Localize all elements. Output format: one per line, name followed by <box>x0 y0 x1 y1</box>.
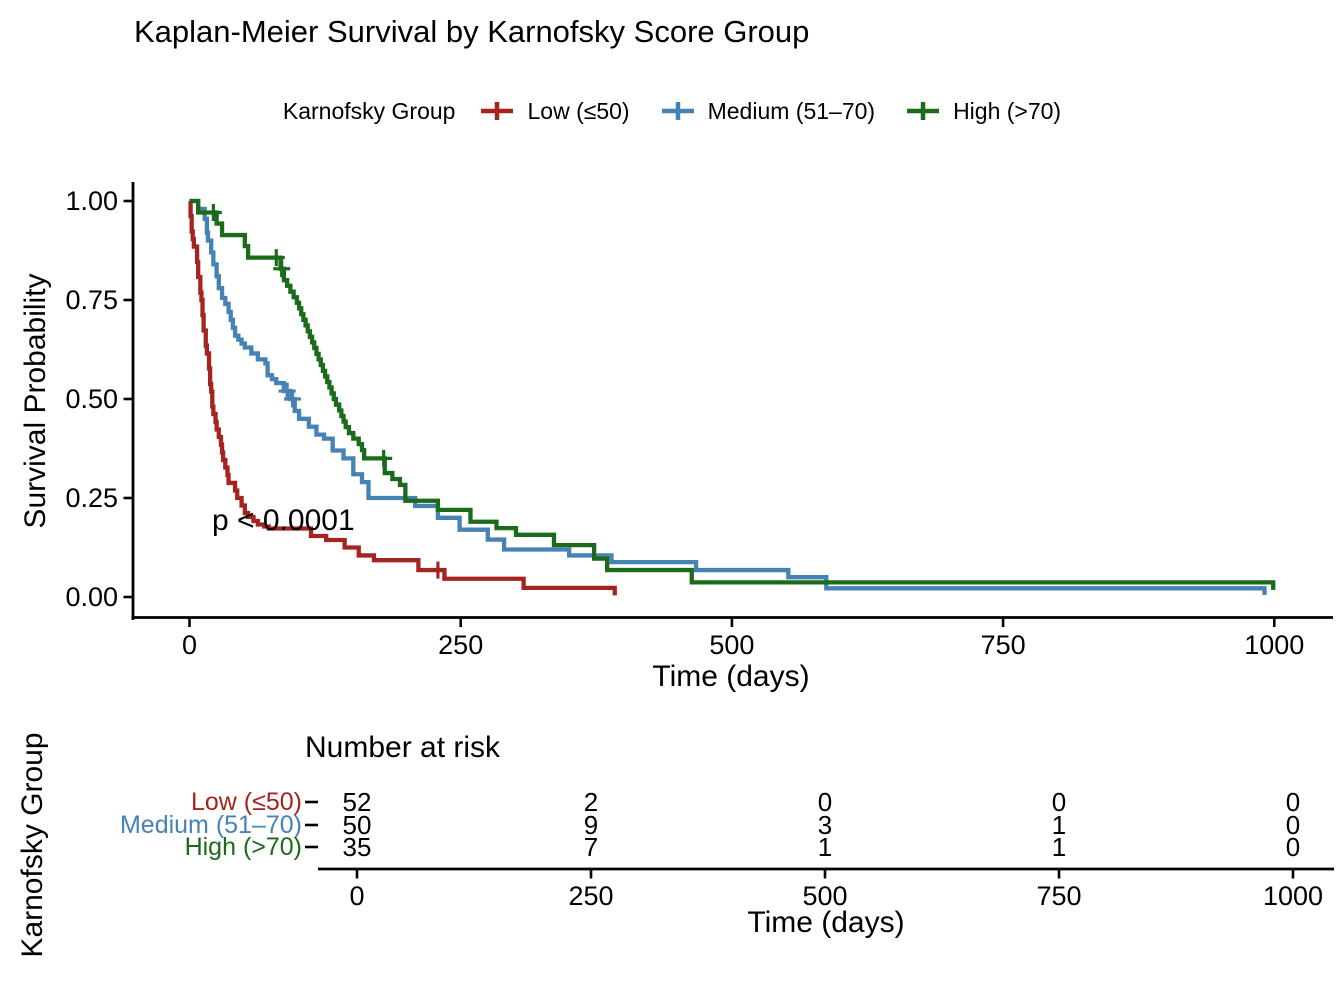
legend-item-label: High (>70) <box>953 97 1062 124</box>
x-tick-label: 250 <box>438 629 484 660</box>
risk-count: 1 <box>1051 832 1067 862</box>
y-tick-label: 0.50 <box>65 384 118 414</box>
y-tick-label: 0.00 <box>65 582 118 612</box>
risk-row-label: Medium (51–70) <box>119 811 302 839</box>
y-tick-label: 0.25 <box>65 483 118 513</box>
risk-count: 1 <box>817 832 833 862</box>
km-curve-medium <box>189 198 1267 596</box>
legend-item-label: Medium (51–70) <box>707 97 876 124</box>
risk-table-tick-label: 0 <box>349 881 365 911</box>
risk-row-label: High (>70) <box>184 833 302 861</box>
risk-count: 35 <box>342 832 372 862</box>
risk-count: 0 <box>1285 787 1301 817</box>
x-tick-label: 1000 <box>1244 629 1305 660</box>
risk-count: 52 <box>342 787 372 817</box>
risk-count: 7 <box>583 832 599 862</box>
risk-table-x-axis-title: Time (days) <box>747 906 905 939</box>
risk-table-tick-label: 1000 <box>1262 881 1324 911</box>
risk-row-label: Low (≤50) <box>191 788 302 816</box>
risk-count: 2 <box>583 787 599 817</box>
legend-item: Medium (51–70) <box>660 98 875 125</box>
legend: Karnofsky Group Low (≤50) Medium (51–70) H… <box>0 94 1344 128</box>
legend-item-label: Low (≤50) <box>527 97 630 124</box>
p-value-annotation: p < 0.0001 <box>212 504 355 537</box>
risk-table-tick-label: 750 <box>1036 881 1082 911</box>
km-plot-page: { "title": "Kaplan-Meier Survival by Kar… <box>0 14 1344 958</box>
risk-count: 0 <box>1285 810 1301 840</box>
risk-count: 3 <box>817 810 833 840</box>
risk-table-tick-label: 500 <box>802 881 848 911</box>
risk-count: 0 <box>1285 832 1301 862</box>
x-axis-title: Time (days) <box>652 660 810 693</box>
risk-count: 50 <box>342 810 372 840</box>
x-tick-label: 500 <box>709 629 755 660</box>
x-tick-label: 750 <box>980 629 1026 660</box>
y-tick-label: 0.75 <box>65 285 118 315</box>
legend-key-cross-icon <box>907 102 940 120</box>
risk-count: 1 <box>1051 810 1067 840</box>
x-tick-label: 0 <box>181 629 198 660</box>
risk-count: 0 <box>1051 787 1067 817</box>
y-tick-label: 1.00 <box>65 186 118 216</box>
risk-count: 9 <box>583 810 599 840</box>
risk-table-tick-label: 250 <box>568 881 614 911</box>
km-curve-low <box>188 198 617 596</box>
risk-table-title: Number at risk <box>305 731 501 764</box>
legend-item: Low (≤50) <box>479 97 630 125</box>
km-curve-high <box>189 198 1276 590</box>
legend-items: Low (≤50) Medium (51–70) High (>70) <box>479 98 1061 125</box>
legend-key-cross-icon <box>481 102 514 120</box>
chart-title: Kaplan-Meier Survival by Karnofsky Score… <box>134 14 810 49</box>
legend-key-cross-icon <box>661 102 694 120</box>
legend-title: Karnofsky Group <box>282 97 456 124</box>
legend-item: High (>70) <box>905 98 1061 125</box>
risk-count: 0 <box>817 787 833 817</box>
km-chart-canvas <box>123 182 1334 879</box>
